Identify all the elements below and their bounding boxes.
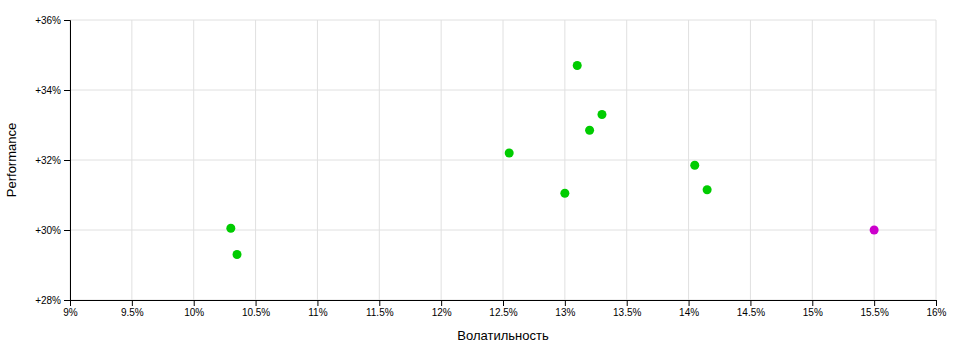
grid-line-y [70, 230, 936, 231]
x-tick: 11.5% [366, 300, 394, 318]
x-tick: 14% [679, 300, 699, 318]
y-tick: +34% [35, 85, 70, 96]
grid-line-y [70, 160, 936, 161]
x-tick-label: 12% [432, 307, 452, 318]
y-axis-title: Performance [4, 123, 19, 197]
x-axis: 9% 9.5% 10% 10.5% 11% 11.5% 12% 12.5% 13% 13.5% 14… [63, 300, 946, 318]
points [226, 61, 878, 259]
x-tick-label: 9.5% [121, 307, 144, 318]
x-tick: 11% [308, 300, 327, 318]
x-tick: 12.5% [489, 300, 517, 318]
x-tick-label: 12.5% [489, 307, 517, 318]
x-tick: 13% [555, 300, 575, 318]
x-tick: 14.5% [737, 300, 765, 318]
x-tick: 10% [184, 300, 204, 318]
x-tick-label: 14.5% [737, 307, 765, 318]
y-tick: +28% [35, 295, 70, 306]
x-tick-mark [256, 300, 257, 306]
point [233, 250, 242, 259]
x-tick-mark [750, 300, 751, 306]
x-tick-label: 10.5% [242, 307, 270, 318]
grid-line-y [70, 20, 936, 21]
point [703, 185, 712, 194]
x-tick: 9.5% [121, 300, 144, 318]
x-tick-label: 11% [308, 307, 327, 318]
point [870, 226, 879, 235]
y-tick-mark [64, 230, 70, 231]
plot: 9% 9.5% 10% 10.5% 11% 11.5% 12% 12.5% 13% 13.5% 14… [35, 15, 946, 318]
x-tick-label: 14% [679, 307, 699, 318]
x-tick-mark [812, 300, 813, 306]
y-tick-mark [64, 300, 70, 301]
y-axis-line [64, 21, 71, 301]
x-tick-mark [936, 300, 937, 306]
chart: 9% 9.5% 10% 10.5% 11% 11.5% 12% 12.5% 13% 13.5% 14… [0, 0, 966, 350]
point [690, 161, 699, 170]
x-tick-mark [317, 300, 318, 306]
x-tick: 9% [63, 300, 78, 318]
x-tick-mark [627, 300, 628, 306]
point [226, 224, 235, 233]
x-tick-mark [503, 300, 504, 306]
y-tick-mark [64, 20, 70, 21]
x-tick: 10.5% [242, 300, 270, 318]
grid-line-y [70, 90, 936, 91]
x-tick: 15% [803, 300, 823, 318]
y-tick: +32% [35, 155, 70, 166]
y-tick-label: +36% [35, 15, 61, 26]
x-tick-label: 16% [926, 307, 946, 318]
x-tick-label: 15% [803, 307, 823, 318]
x-tick-label: 9% [63, 307, 78, 318]
y-tick: +30% [35, 225, 70, 236]
point [560, 189, 569, 198]
x-tick-label: 15.5% [860, 307, 888, 318]
x-tick-mark [441, 300, 442, 306]
x-tick-mark [689, 300, 690, 306]
point [585, 126, 594, 135]
x-tick-label: 13.5% [613, 307, 641, 318]
x-tick-mark [565, 300, 566, 306]
x-tick-label: 10% [184, 307, 204, 318]
x-axis-line [71, 301, 937, 307]
x-axis-title: Волатильность [457, 328, 549, 343]
y-tick-label: +34% [35, 85, 61, 96]
y-tick: +36% [35, 15, 70, 26]
x-tick-mark [132, 300, 133, 306]
y-tick-label: +32% [35, 155, 61, 166]
x-tick-label: 13% [555, 307, 575, 318]
x-tick-mark [194, 300, 195, 306]
point [597, 110, 606, 119]
x-tick-mark [874, 300, 875, 306]
y-tick-mark [64, 160, 70, 161]
y-tick-label: +30% [35, 225, 61, 236]
x-tick-label: 11.5% [366, 307, 394, 318]
x-tick: 16% [926, 300, 946, 318]
x-tick: 15.5% [860, 300, 888, 318]
y-tick-mark [64, 90, 70, 91]
x-tick: 12% [432, 300, 452, 318]
point [505, 149, 514, 158]
x-tick: 13.5% [613, 300, 641, 318]
y-tick-label: +28% [35, 295, 61, 306]
x-tick-mark [379, 300, 380, 306]
y-axis: +28% +30% +32% +34% +36% [35, 15, 70, 306]
grid [70, 20, 936, 300]
point [573, 61, 582, 70]
